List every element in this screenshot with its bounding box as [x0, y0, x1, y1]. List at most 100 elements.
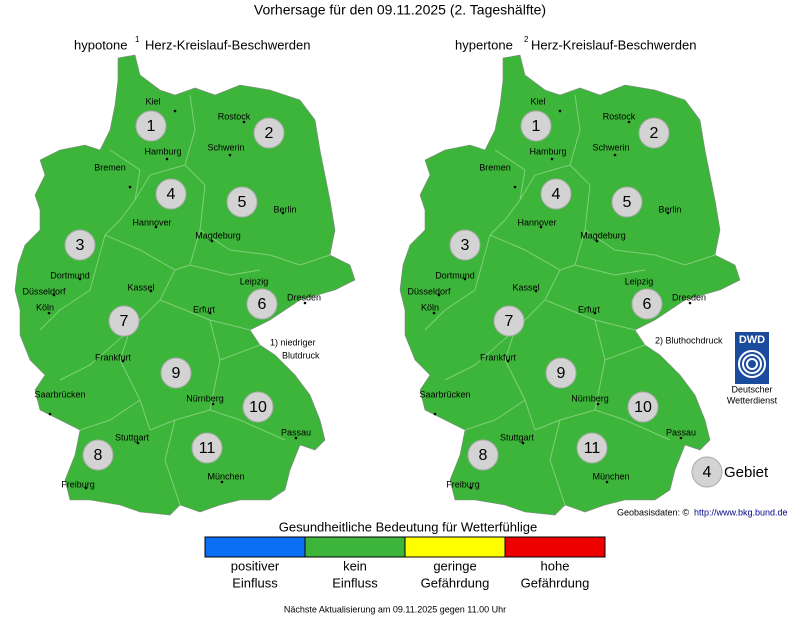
legend-label: geringe [433, 558, 476, 573]
city-label: München [592, 471, 629, 481]
region-number: 2 [650, 125, 659, 142]
city-label: Schwerin [592, 142, 629, 152]
city-label: Stuttgart [500, 432, 535, 442]
map-note: Blutdruck [282, 350, 320, 360]
city-dot [433, 412, 437, 416]
region-marker [64, 229, 96, 261]
region-marker [242, 391, 274, 423]
city-label: Rostock [218, 111, 251, 121]
city-label: Kassel [512, 282, 539, 292]
city-dot [593, 311, 597, 315]
region-marker [576, 432, 608, 464]
city-dot [208, 311, 212, 315]
region-marker [191, 432, 223, 464]
region-number: 2 [265, 125, 274, 142]
region-marker [638, 117, 670, 149]
city-label: Bremen [94, 162, 126, 172]
city-dot [679, 436, 683, 440]
city-label: Leipzig [625, 276, 654, 286]
city-label: Kassel [127, 282, 154, 292]
footer-note: Nächste Aktualisierung am 09.11.2025 geg… [284, 604, 506, 614]
region-number: 9 [557, 365, 566, 382]
region-number: 6 [643, 296, 652, 313]
city-label: Dresden [287, 292, 321, 302]
city-dot [666, 211, 670, 215]
city-dot [121, 359, 125, 363]
city-dot [539, 225, 543, 229]
region-number: 1 [147, 118, 156, 135]
city-dot [469, 486, 473, 490]
city-label: Dortmund [435, 270, 475, 280]
legend-label: Einfluss [332, 575, 378, 590]
region-marker [520, 110, 552, 142]
region-number: 11 [199, 440, 216, 457]
area-key-marker [691, 456, 723, 488]
city-label: Düsseldorf [407, 286, 451, 296]
city-label: Kiel [145, 96, 160, 106]
region-marker [135, 110, 167, 142]
city-label: Magdeburg [195, 230, 241, 240]
city-dot [242, 120, 246, 124]
city-label: Stuttgart [115, 432, 150, 442]
map-title: hypertone [455, 37, 513, 52]
city-dot [596, 402, 600, 406]
region-number: 5 [623, 194, 632, 211]
city-label: Nürnberg [186, 393, 224, 403]
city-label: München [207, 471, 244, 481]
legend-swatch [304, 536, 406, 558]
city-label: Hamburg [144, 146, 181, 156]
city-label: Kiel [530, 96, 545, 106]
city-label: Berlin [658, 204, 681, 214]
city-label: Düsseldorf [22, 286, 66, 296]
city-dot [165, 157, 169, 161]
region-marker [467, 439, 499, 471]
map-subtitle: Herz-Kreislauf-Beschwerden [531, 37, 696, 52]
city-label: Hannover [132, 217, 171, 227]
legend-title: Gesundheitliche Bedeutung für Wetterfühl… [279, 519, 537, 534]
region-marker [545, 357, 577, 389]
dwd-swirl [742, 354, 762, 374]
region-number: 11 [584, 440, 601, 457]
city-label: Freiburg [61, 479, 95, 489]
area-key-number: 4 [703, 464, 712, 481]
city-label: Berlin [273, 204, 296, 214]
city-label: Dresden [672, 292, 706, 302]
city-label: Schwerin [207, 142, 244, 152]
city-dot [136, 441, 140, 445]
region-marker [540, 178, 572, 210]
legend-label: hohe [541, 558, 570, 573]
region-marker [493, 305, 525, 337]
city-label: Köln [421, 302, 439, 312]
city-dot [550, 157, 554, 161]
dwd-name: Wetterdienst [727, 395, 778, 405]
city-dot [78, 277, 82, 281]
region-marker [449, 229, 481, 261]
city-label: Dortmund [50, 270, 90, 280]
region-marker [226, 186, 258, 218]
dwd-name: Deutscher [731, 384, 772, 394]
region-number: 10 [249, 399, 267, 416]
city-dot [47, 311, 51, 315]
city-label: Magdeburg [580, 230, 626, 240]
area-key-label: Gebiet [724, 464, 769, 481]
source-link[interactable]: http://www.bkg.bund.de [694, 507, 788, 517]
region-number: 8 [479, 447, 488, 464]
legend-label: Gefährdung [421, 575, 490, 590]
region-number: 5 [238, 194, 247, 211]
city-dot [281, 211, 285, 215]
city-dot [688, 301, 692, 305]
country-shape [399, 54, 741, 516]
legend-label: kein [343, 558, 367, 573]
region-marker [611, 186, 643, 218]
dwd-abbr: DWD [739, 334, 765, 346]
city-dot [228, 153, 232, 157]
country-shape [14, 54, 356, 516]
city-dot [303, 301, 307, 305]
city-label: Frankfurt [480, 352, 517, 362]
city-dot [211, 402, 215, 406]
city-label: Leipzig [240, 276, 269, 286]
region-number: 10 [634, 399, 652, 416]
region-number: 8 [94, 447, 103, 464]
city-dot [627, 120, 631, 124]
